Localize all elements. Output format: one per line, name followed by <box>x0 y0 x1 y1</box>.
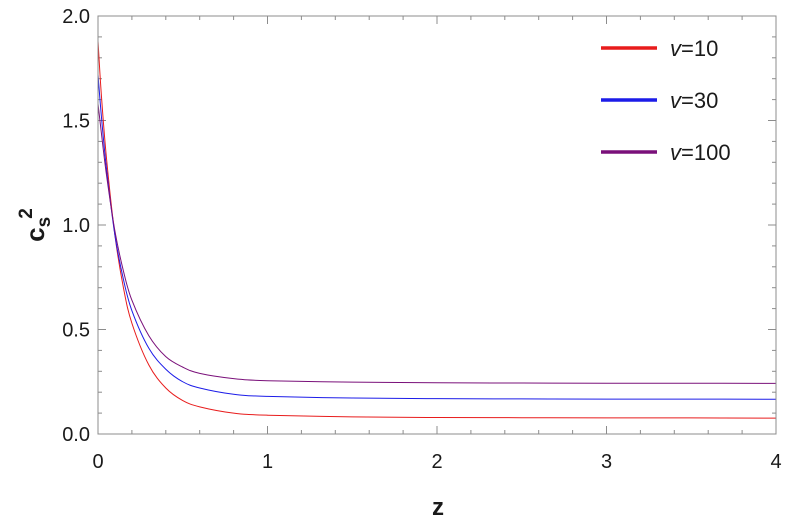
axis-ticks <box>97 15 777 435</box>
series-lines <box>97 41 777 419</box>
x-tick-label: 0 <box>92 451 103 473</box>
y-axis-title: cs2 <box>16 208 55 242</box>
legend-label-variable: v <box>670 140 683 165</box>
legend-label-variable: v <box>670 88 683 113</box>
tick-labels: 0 1 2 3 4 0.0 0.5 1.0 1.5 2.0 <box>62 6 781 473</box>
legend-label: v=100 <box>670 140 731 165</box>
legend-label-value: =30 <box>681 88 718 113</box>
legend-label-value: =10 <box>681 36 718 61</box>
y-axis-title-superscript: 2 <box>16 208 37 219</box>
y-tick-label: 2.0 <box>62 6 90 28</box>
legend: v=10v=30v=100 <box>601 36 731 165</box>
y-axis-title-main: c <box>20 227 50 241</box>
y-tick-label: 0.5 <box>62 320 90 342</box>
x-tick-label: 2 <box>431 451 442 473</box>
svg-text:cs2: cs2 <box>16 208 55 242</box>
legend-label: v=10 <box>670 36 718 61</box>
legend-label-value: =100 <box>681 140 731 165</box>
y-tick-label: 1.5 <box>62 111 90 133</box>
legend-label: v=30 <box>670 88 718 113</box>
x-tick-label: 1 <box>262 451 273 473</box>
y-tick-label: 0.0 <box>62 424 90 446</box>
x-tick-label: 3 <box>601 451 612 473</box>
series-line-2 <box>97 74 777 400</box>
x-tick-label: 4 <box>770 451 781 473</box>
series-line-3 <box>97 103 777 384</box>
y-axis-title-subscript: s <box>34 217 55 228</box>
y-tick-label: 1.0 <box>62 215 90 237</box>
legend-label-variable: v <box>670 36 683 61</box>
x-axis-title: z <box>432 494 444 521</box>
plot-frame <box>97 15 777 435</box>
